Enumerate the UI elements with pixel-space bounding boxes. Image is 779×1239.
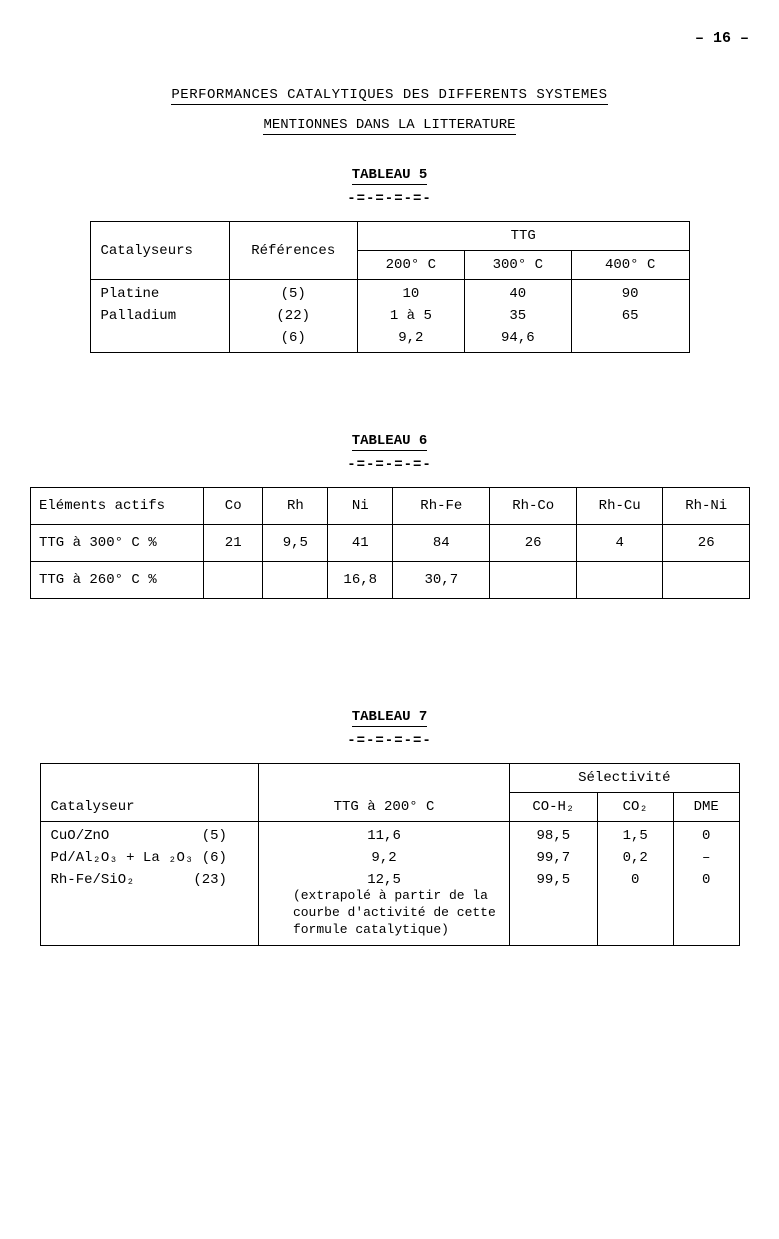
t5-h-200: 200° C [357, 251, 464, 280]
t6-r0-rh: 9,5 [263, 525, 328, 562]
t7-body-ttg-col: 11,6 9,2 12,5 (extrapolé à partir de la … [258, 822, 509, 946]
table7: Catalyseur TTG à 200° C Sélectivité CO-H… [40, 763, 740, 946]
table5-caption-text: TABLEAU 5 [352, 167, 428, 185]
t7-r2-co2: 0 [608, 872, 663, 888]
t5-r1-200: 1 à 5 [368, 308, 454, 324]
t6-h-rh: Rh [263, 488, 328, 525]
t7-r1-ttg: 9,2 [269, 850, 499, 866]
t5-body-400-col: 90 65 [571, 280, 689, 353]
t7-r1-coh2: 99,7 [520, 850, 586, 866]
t7-r1-cat: Pd/Al₂O₃ + La ₂O₃ (6) [51, 850, 248, 866]
t5-h-400: 400° C [571, 251, 689, 280]
t5-body-cat-col: Platine Palladium [90, 280, 229, 353]
t5-h-ttg: TTG [357, 222, 689, 251]
t7-r2-dme: 0 [684, 872, 729, 888]
t5-r2-200: 9,2 [368, 330, 454, 346]
t6-r0-rhco: 26 [490, 525, 576, 562]
t6-h-co: Co [203, 488, 262, 525]
t5-h-catalyseurs: Catalyseurs [90, 222, 229, 280]
t6-r1-rhfe: 30,7 [393, 562, 490, 599]
t6-r0-rhni: 26 [663, 525, 750, 562]
table6-caption: TABLEAU 6 [30, 433, 749, 451]
t7-body-cat-col: CuO/ZnO (5) Pd/Al₂O₃ + La ₂O₃ (6) Rh-Fe/… [40, 822, 258, 946]
t7-body-coh2-col: 98,5 99,7 99,5 [510, 822, 597, 946]
t5-r2-ref: (6) [240, 330, 347, 346]
table6-dash: -=-=-=-=- [30, 457, 749, 473]
t6-r1-co [203, 562, 262, 599]
t6-r0-rhcu: 4 [576, 525, 662, 562]
t5-r1-400: 65 [582, 308, 679, 324]
t7-r0-cat: CuO/ZnO (5) [51, 828, 248, 844]
t7-r0-coh2: 98,5 [520, 828, 586, 844]
t7-r0-dme: 0 [684, 828, 729, 844]
t5-r0-200: 10 [368, 286, 454, 302]
t6-r1-rhcu [576, 562, 662, 599]
t7-r2-coh2: 99,5 [520, 872, 586, 888]
title-line-2: MENTIONNES DANS LA LITTERATURE [263, 117, 515, 135]
t6-h-rhco: Rh-Co [490, 488, 576, 525]
table5-dash: -=-=-=-=- [30, 191, 749, 207]
t6-r1-rhni [663, 562, 750, 599]
t7-h-co2: CO₂ [597, 793, 673, 822]
t5-body-300-col: 40 35 94,6 [464, 280, 571, 353]
t7-h-coh2: CO-H₂ [510, 793, 597, 822]
t5-r1-300: 35 [475, 308, 561, 324]
t7-body-co2-col: 1,5 0,2 0 [597, 822, 673, 946]
t6-r1-rh [263, 562, 328, 599]
t5-r0-300: 40 [475, 286, 561, 302]
table6: Eléments actifs Co Rh Ni Rh-Fe Rh-Co Rh-… [30, 487, 750, 599]
t7-h-ttg: TTG à 200° C [258, 764, 509, 822]
table-row: TTG à 300° C % 21 9,5 41 84 26 4 26 [31, 525, 750, 562]
t5-r0-cat: Platine [101, 286, 219, 302]
t5-r1-ref: (22) [240, 308, 347, 324]
title-block: PERFORMANCES CATALYTIQUES DES DIFFERENTS… [30, 87, 749, 137]
t6-h-rhcu: Rh-Cu [576, 488, 662, 525]
table7-caption-text: TABLEAU 7 [352, 709, 428, 727]
t7-r2-cat: Rh-Fe/SiO₂ (23) [51, 872, 248, 888]
t6-h-elements: Eléments actifs [31, 488, 204, 525]
t7-h-dme: DME [673, 793, 739, 822]
table7-dash: -=-=-=-=- [30, 733, 749, 749]
t7-h-catalyseur: Catalyseur [40, 764, 258, 822]
table5-caption: TABLEAU 5 [30, 167, 749, 185]
t7-h-selectivite: Sélectivité [510, 764, 739, 793]
t5-body-ref-col: (5) (22) (6) [229, 280, 357, 353]
t7-r2-ttg: 12,5 [269, 872, 499, 888]
t7-r0-co2: 1,5 [608, 828, 663, 844]
t6-h-ni: Ni [328, 488, 393, 525]
t6-r0-label: TTG à 300° C % [31, 525, 204, 562]
t5-r0-400: 90 [582, 286, 679, 302]
t5-body-200-col: 10 1 à 5 9,2 [357, 280, 464, 353]
t5-h-300: 300° C [464, 251, 571, 280]
t5-h-references: Références [229, 222, 357, 280]
page-number: – 16 – [30, 30, 749, 47]
t6-r0-rhfe: 84 [393, 525, 490, 562]
table7-caption: TABLEAU 7 [30, 709, 749, 727]
t7-r1-dme: – [684, 850, 729, 866]
t5-r2-cat: Palladium [101, 308, 219, 324]
title-line-1: PERFORMANCES CATALYTIQUES DES DIFFERENTS… [171, 87, 607, 105]
t6-h-rhni: Rh-Ni [663, 488, 750, 525]
t7-note: (extrapolé à partir de la courbe d'activ… [269, 888, 499, 939]
t6-r0-ni: 41 [328, 525, 393, 562]
t7-body-dme-col: 0 – 0 [673, 822, 739, 946]
t6-r1-ni: 16,8 [328, 562, 393, 599]
t6-r1-label: TTG à 260° C % [31, 562, 204, 599]
t5-r2-300: 94,6 [475, 330, 561, 346]
table5: Catalyseurs Références TTG 200° C 300° C… [90, 221, 690, 353]
table-row: TTG à 260° C % 16,8 30,7 [31, 562, 750, 599]
t6-r1-rhco [490, 562, 576, 599]
t7-r0-ttg: 11,6 [269, 828, 499, 844]
t6-r0-co: 21 [203, 525, 262, 562]
t5-r0-ref: (5) [240, 286, 347, 302]
t7-r1-co2: 0,2 [608, 850, 663, 866]
t6-h-rhfe: Rh-Fe [393, 488, 490, 525]
table6-caption-text: TABLEAU 6 [352, 433, 428, 451]
